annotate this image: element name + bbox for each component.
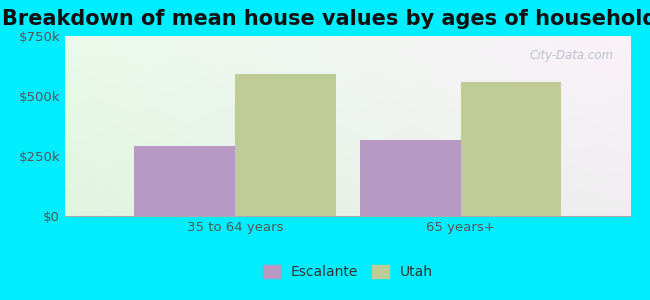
- Text: City-Data.com: City-Data.com: [529, 49, 614, 62]
- Bar: [235, 74, 336, 216]
- Bar: [461, 82, 562, 216]
- Bar: [134, 146, 235, 216]
- Bar: [359, 140, 461, 216]
- Title: Breakdown of mean house values by ages of householders: Breakdown of mean house values by ages o…: [1, 9, 650, 29]
- Legend: Escalante, Utah: Escalante, Utah: [257, 260, 438, 285]
